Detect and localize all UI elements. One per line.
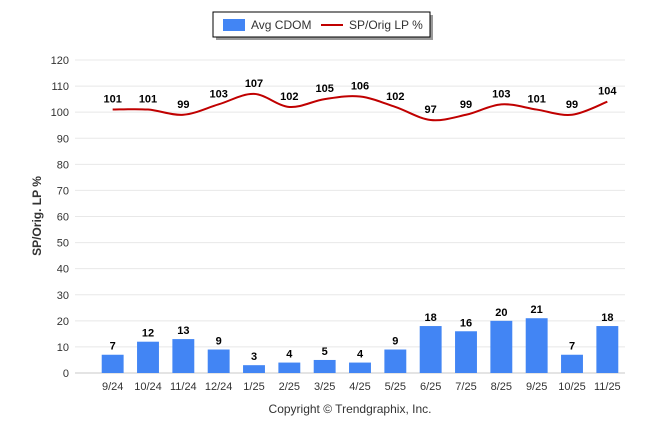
y-tick-label: 30 xyxy=(57,290,69,302)
x-tick-label: 5/25 xyxy=(385,381,406,393)
bar-9/24 xyxy=(101,354,124,373)
legend: Avg CDOM SP/Orig LP % xyxy=(212,11,433,40)
bar-data-label: 4 xyxy=(286,349,293,361)
bar-data-label: 16 xyxy=(460,317,472,329)
bar-data-label: 7 xyxy=(110,341,116,353)
y-tick-label: 60 xyxy=(57,212,69,224)
x-tick-label: 10/24 xyxy=(134,381,162,393)
bar-data-label: 3 xyxy=(251,351,257,363)
bar-data-label: 13 xyxy=(177,325,189,337)
x-tick-label: 2/25 xyxy=(279,381,300,393)
bars xyxy=(101,318,619,373)
bar-5/25 xyxy=(384,349,407,373)
line-data-label: 103 xyxy=(492,88,510,100)
bar-data-label: 5 xyxy=(322,346,328,358)
legend-label-avg-cdom: Avg CDOM xyxy=(251,18,311,32)
line-data-label: 97 xyxy=(425,104,437,116)
x-tick-label: 9/25 xyxy=(526,381,547,393)
y-tick-label: 120 xyxy=(51,55,69,67)
sp-orig-lp-line xyxy=(112,92,608,122)
y-axis-label: SP/Orig. LP % xyxy=(30,176,44,256)
y-axis-ticks: 0 10 20 30 40 50 60 70 80 90 100 110 120 xyxy=(51,55,69,380)
bar-8/25 xyxy=(490,320,513,373)
bar-data-label: 20 xyxy=(495,307,507,319)
bar-3/25 xyxy=(313,359,336,373)
x-tick-label: 8/25 xyxy=(491,381,512,393)
bar-labels: 7 12 13 9 3 4 5 4 9 18 16 20 21 7 18 xyxy=(110,304,614,363)
x-tick-label: 12/24 xyxy=(205,381,233,393)
bar-data-label: 18 xyxy=(601,312,613,324)
y-tick-label: 70 xyxy=(57,185,69,197)
y-tick-label: 20 xyxy=(57,316,69,328)
x-tick-label: 4/25 xyxy=(349,381,370,393)
x-tick-label: 11/24 xyxy=(170,381,197,393)
bar-10/25 xyxy=(561,354,583,373)
bar-1/25 xyxy=(243,365,265,373)
line-data-label: 99 xyxy=(177,99,189,111)
line-data-label: 105 xyxy=(315,83,333,95)
bar-12/24 xyxy=(207,349,230,373)
x-tick-label: 7/25 xyxy=(455,381,476,393)
line-data-label: 102 xyxy=(386,91,404,103)
bar-data-label: 4 xyxy=(357,349,364,361)
bar-data-label: 7 xyxy=(569,341,575,353)
x-tick-label: 6/25 xyxy=(420,381,441,393)
y-tick-label: 40 xyxy=(57,264,69,276)
bar-11/25 xyxy=(596,326,619,373)
x-tick-label: 10/25 xyxy=(558,381,586,393)
bar-4/25 xyxy=(349,362,371,373)
bar-11/24 xyxy=(172,339,195,373)
legend-swatch-avg-cdom xyxy=(223,19,245,31)
y-tick-label: 100 xyxy=(51,107,69,119)
line-data-label: 107 xyxy=(245,78,263,90)
y-tick-label: 80 xyxy=(57,159,69,171)
bar-9/25 xyxy=(525,318,548,373)
x-tick-label: 3/25 xyxy=(314,381,335,393)
x-tick-label: 1/25 xyxy=(243,381,264,393)
bar-data-label: 9 xyxy=(392,336,398,348)
y-tick-label: 50 xyxy=(57,238,69,250)
legend-label-sp-orig-lp: SP/Orig LP % xyxy=(349,18,423,32)
bar-data-label: 18 xyxy=(425,312,437,324)
line-data-label: 99 xyxy=(460,99,472,111)
bar-data-label: 9 xyxy=(216,336,222,348)
line-data-label: 101 xyxy=(527,94,545,106)
line-data-label: 104 xyxy=(598,86,617,98)
y-tick-label: 110 xyxy=(51,81,69,93)
line-data-label: 102 xyxy=(280,91,298,103)
bar-10/24 xyxy=(137,341,159,373)
line-data-label: 103 xyxy=(209,88,227,100)
x-axis-ticks: 9/24 10/24 11/24 12/24 1/25 2/25 3/25 4/25 5/25 6… xyxy=(102,381,621,393)
y-tick-label: 10 xyxy=(57,342,69,354)
bar-6/25 xyxy=(419,326,442,373)
line-data-label: 99 xyxy=(566,99,578,111)
line-data-label: 101 xyxy=(103,94,121,106)
y-tick-label: 0 xyxy=(63,368,69,380)
line-data-label: 101 xyxy=(139,94,157,106)
bar-2/25 xyxy=(278,362,301,373)
y-tick-label: 90 xyxy=(57,133,69,145)
line-data-label: 106 xyxy=(351,81,369,93)
bar-data-label: 12 xyxy=(142,328,154,340)
copyright-text: Copyright © Trendgraphix, Inc. xyxy=(269,402,432,416)
x-tick-label: 9/24 xyxy=(102,381,123,393)
x-tick-label: 11/25 xyxy=(594,381,621,393)
line-labels: 101 101 99 103 107 102 105 106 102 97 99 103 101 99 10… xyxy=(103,78,617,116)
bar-7/25 xyxy=(455,331,477,373)
bar-data-label: 21 xyxy=(531,304,543,316)
